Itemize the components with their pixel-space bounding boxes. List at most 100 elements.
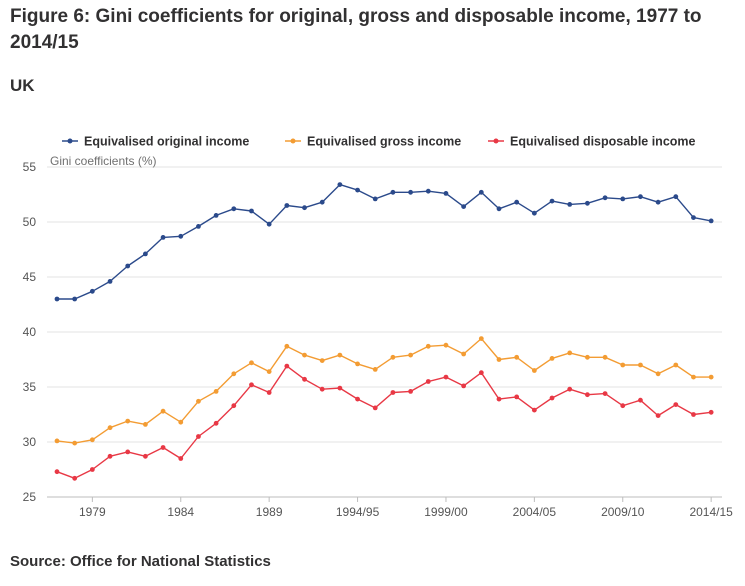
source-note: Source: Office for National Statistics bbox=[10, 553, 271, 570]
data-point bbox=[585, 392, 590, 398]
data-point bbox=[602, 195, 608, 201]
data-point bbox=[620, 362, 626, 368]
data-point bbox=[655, 199, 661, 205]
data-point bbox=[425, 343, 431, 349]
data-point bbox=[284, 203, 290, 208]
data-point bbox=[514, 394, 520, 400]
series-line bbox=[56, 337, 712, 444]
data-point bbox=[213, 420, 219, 426]
x-axis: 1979 1984 1989 1994/95 1999/00 2004/05 2009/10… bbox=[47, 496, 733, 519]
data-point bbox=[54, 469, 60, 475]
data-point bbox=[708, 374, 714, 380]
data-point bbox=[355, 396, 360, 402]
legend-label: Equivalised original income bbox=[84, 135, 249, 149]
data-point bbox=[249, 360, 254, 366]
data-point bbox=[266, 369, 272, 374]
data-point bbox=[72, 475, 78, 481]
data-point bbox=[691, 215, 696, 221]
data-point bbox=[72, 440, 78, 446]
series-lines bbox=[54, 182, 714, 481]
y-tick-label: 40 bbox=[23, 325, 37, 339]
data-point bbox=[143, 251, 148, 257]
data-point bbox=[549, 356, 555, 361]
data-point bbox=[390, 189, 396, 195]
legend-item: Equivalised gross income bbox=[285, 135, 461, 149]
data-point bbox=[425, 188, 431, 194]
data-point bbox=[107, 453, 113, 459]
data-point bbox=[708, 218, 714, 224]
x-tick-label: 1979 bbox=[79, 505, 106, 519]
data-point bbox=[531, 210, 537, 216]
x-tick-label: 1989 bbox=[256, 505, 283, 519]
data-point bbox=[531, 407, 537, 413]
data-point bbox=[478, 189, 484, 195]
data-point bbox=[319, 386, 325, 392]
data-point bbox=[337, 385, 343, 391]
chart-title: Figure 6: Gini coefficients for original… bbox=[10, 6, 702, 53]
data-point bbox=[125, 449, 131, 455]
data-point bbox=[337, 182, 343, 188]
data-point bbox=[107, 279, 113, 284]
data-point bbox=[638, 362, 643, 368]
data-point bbox=[319, 358, 325, 363]
x-tick-label: 1999/00 bbox=[424, 505, 468, 519]
data-point bbox=[567, 202, 573, 207]
data-point bbox=[178, 419, 184, 425]
data-point bbox=[443, 374, 449, 380]
data-point bbox=[196, 434, 201, 439]
data-point bbox=[89, 437, 95, 443]
data-point bbox=[461, 204, 467, 210]
legend-label: Equivalised gross income bbox=[307, 135, 461, 149]
data-point bbox=[567, 386, 573, 392]
data-point bbox=[425, 379, 431, 384]
data-point bbox=[408, 352, 413, 358]
data-point bbox=[673, 194, 679, 200]
data-point bbox=[143, 422, 148, 427]
series bbox=[54, 182, 714, 302]
data-point bbox=[249, 382, 254, 388]
data-point bbox=[496, 357, 502, 362]
data-point bbox=[408, 189, 413, 195]
data-point bbox=[602, 354, 608, 360]
legend-swatch-marker bbox=[493, 138, 499, 144]
data-point bbox=[213, 213, 219, 218]
legend: Equivalised original income Equivalised g… bbox=[62, 135, 696, 149]
data-point bbox=[408, 389, 413, 394]
data-point bbox=[585, 354, 590, 360]
data-point bbox=[496, 206, 502, 212]
data-point bbox=[602, 391, 608, 396]
data-point bbox=[231, 371, 237, 377]
gridlines bbox=[47, 166, 722, 443]
data-point bbox=[355, 187, 360, 193]
data-point bbox=[54, 438, 60, 444]
y-tick-label: 35 bbox=[23, 380, 37, 394]
data-point bbox=[620, 403, 626, 409]
data-point bbox=[302, 205, 307, 211]
data-point bbox=[107, 425, 113, 431]
data-point bbox=[443, 191, 449, 196]
legend-swatch-marker bbox=[67, 138, 73, 144]
data-point bbox=[478, 370, 484, 376]
data-point bbox=[143, 453, 148, 459]
data-point bbox=[319, 199, 325, 205]
data-point bbox=[231, 206, 237, 212]
data-point bbox=[443, 342, 449, 348]
data-point bbox=[372, 367, 378, 372]
legend-item: Equivalised disposable income bbox=[488, 135, 696, 149]
x-tick-label: 1984 bbox=[167, 505, 194, 519]
data-point bbox=[691, 412, 696, 417]
data-point bbox=[89, 288, 95, 294]
data-point bbox=[302, 376, 307, 382]
data-point bbox=[514, 199, 520, 205]
x-tick-label: 1994/95 bbox=[336, 505, 380, 519]
data-point bbox=[178, 233, 184, 239]
x-tick-label: 2009/10 bbox=[601, 505, 645, 519]
x-tick-label: 2014/15 bbox=[689, 505, 733, 519]
data-point bbox=[708, 409, 714, 415]
data-point bbox=[89, 467, 95, 472]
data-point bbox=[266, 221, 272, 227]
data-point bbox=[496, 396, 502, 402]
data-point bbox=[461, 351, 467, 357]
data-point bbox=[673, 402, 679, 407]
legend-swatch-marker bbox=[290, 138, 296, 144]
